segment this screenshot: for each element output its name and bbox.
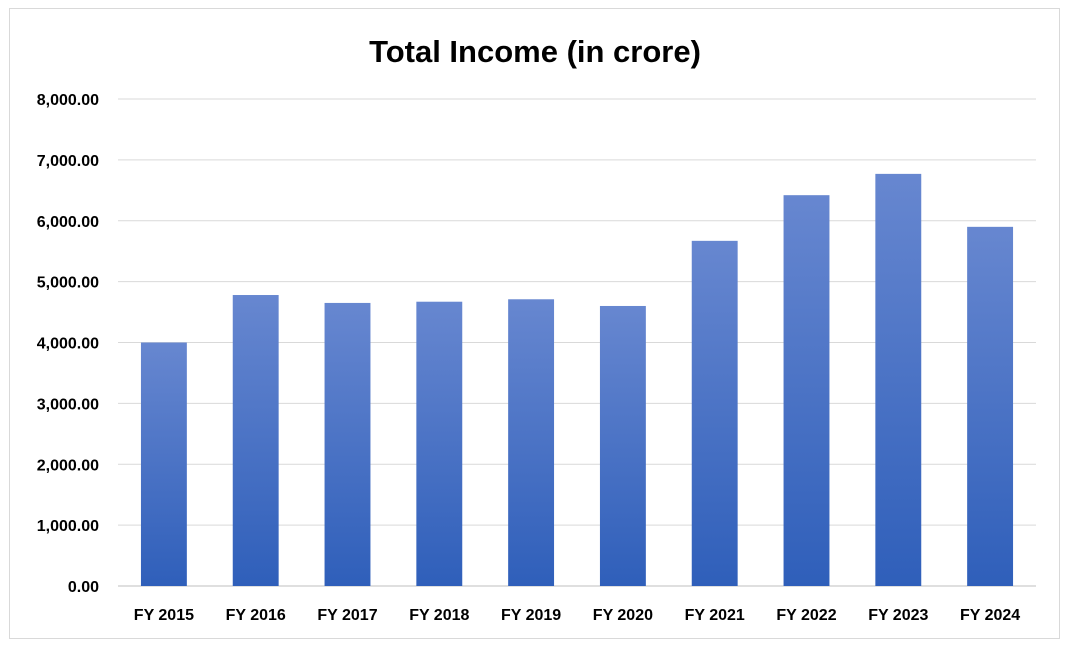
x-tick-label: FY 2017 [317,607,377,624]
x-tick-label: FY 2019 [501,607,561,624]
y-tick-label: 0.00 [68,579,99,596]
bar-fy-2015 [140,342,187,586]
y-tick-label: 2,000.00 [37,457,99,474]
x-tick-label: FY 2023 [868,607,928,624]
bar-fy-2019 [508,299,555,586]
y-tick-label: 7,000.00 [37,153,99,170]
x-tick-label: FY 2022 [776,607,836,624]
x-tick-label: FY 2020 [593,607,653,624]
x-tick-label: FY 2015 [134,607,194,624]
chart-title: Total Income (in crore) [369,34,701,69]
bar-fy-2023 [875,173,922,586]
bar-fy-2022 [783,195,830,586]
y-tick-label: 5,000.00 [37,275,99,292]
bar-fy-2017 [324,302,371,586]
x-tick-label: FY 2016 [226,607,286,624]
y-tick-label: 3,000.00 [37,396,99,413]
bars [140,173,1014,586]
x-tick-label: FY 2018 [409,607,469,624]
x-tick-label: FY 2024 [960,607,1020,624]
y-tick-label: 4,000.00 [37,336,99,353]
x-tick-label: FY 2021 [685,607,745,624]
y-tick-label: 1,000.00 [37,518,99,535]
bar-fy-2024 [967,226,1014,586]
x-axis-ticks: FY 2015 FY 2016 FY 2017 FY 2018 FY 2019 FY 20… [134,607,1020,624]
bar-fy-2016 [232,295,279,586]
bar-fy-2021 [691,240,738,586]
bar-fy-2018 [416,301,463,586]
y-tick-label: 8,000.00 [37,92,99,109]
y-axis-ticks: 0.00 1,000.00 2,000.00 3,000.00 4,000.00 5,00… [37,92,99,596]
bar-fy-2020 [599,305,646,586]
y-tick-label: 6,000.00 [37,214,99,231]
